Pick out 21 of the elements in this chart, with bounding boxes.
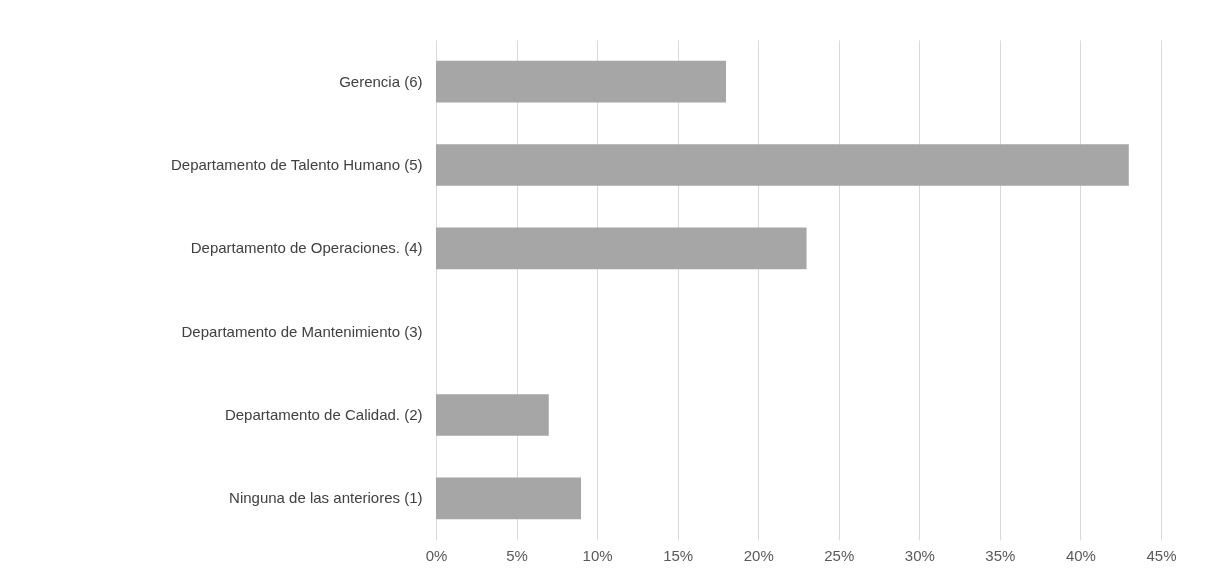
x-tick-label: 35% <box>985 546 1016 564</box>
x-tick-label: 40% <box>1065 546 1096 564</box>
x-tick-label: 0% <box>425 546 448 564</box>
x-tick-label: 10% <box>582 546 613 564</box>
x-tick-label: 15% <box>663 546 694 564</box>
y-tick-label: Ninguna de las anteriores (1) <box>229 489 423 507</box>
y-tick-label: Departamento de Calidad. (2) <box>224 406 423 423</box>
bar <box>436 144 1129 186</box>
bar <box>436 477 581 520</box>
x-tick-label: 25% <box>824 546 855 564</box>
x-tick-label: 5% <box>506 546 528 564</box>
y-tick-label: Departamento de Talento Humano (5) <box>170 156 423 173</box>
x-tick-label: 45% <box>1146 546 1177 564</box>
x-tick-label: 20% <box>743 546 774 564</box>
x-tick-label: 30% <box>904 546 935 564</box>
y-tick-label: Departamento de Operaciones. (4) <box>190 239 423 257</box>
bar <box>436 227 807 270</box>
bar <box>436 394 549 436</box>
y-tick-label: Departamento de Mantenimiento (3) <box>181 322 423 340</box>
bar <box>436 60 726 103</box>
y-tick-label: Gerencia (6) <box>339 72 423 90</box>
